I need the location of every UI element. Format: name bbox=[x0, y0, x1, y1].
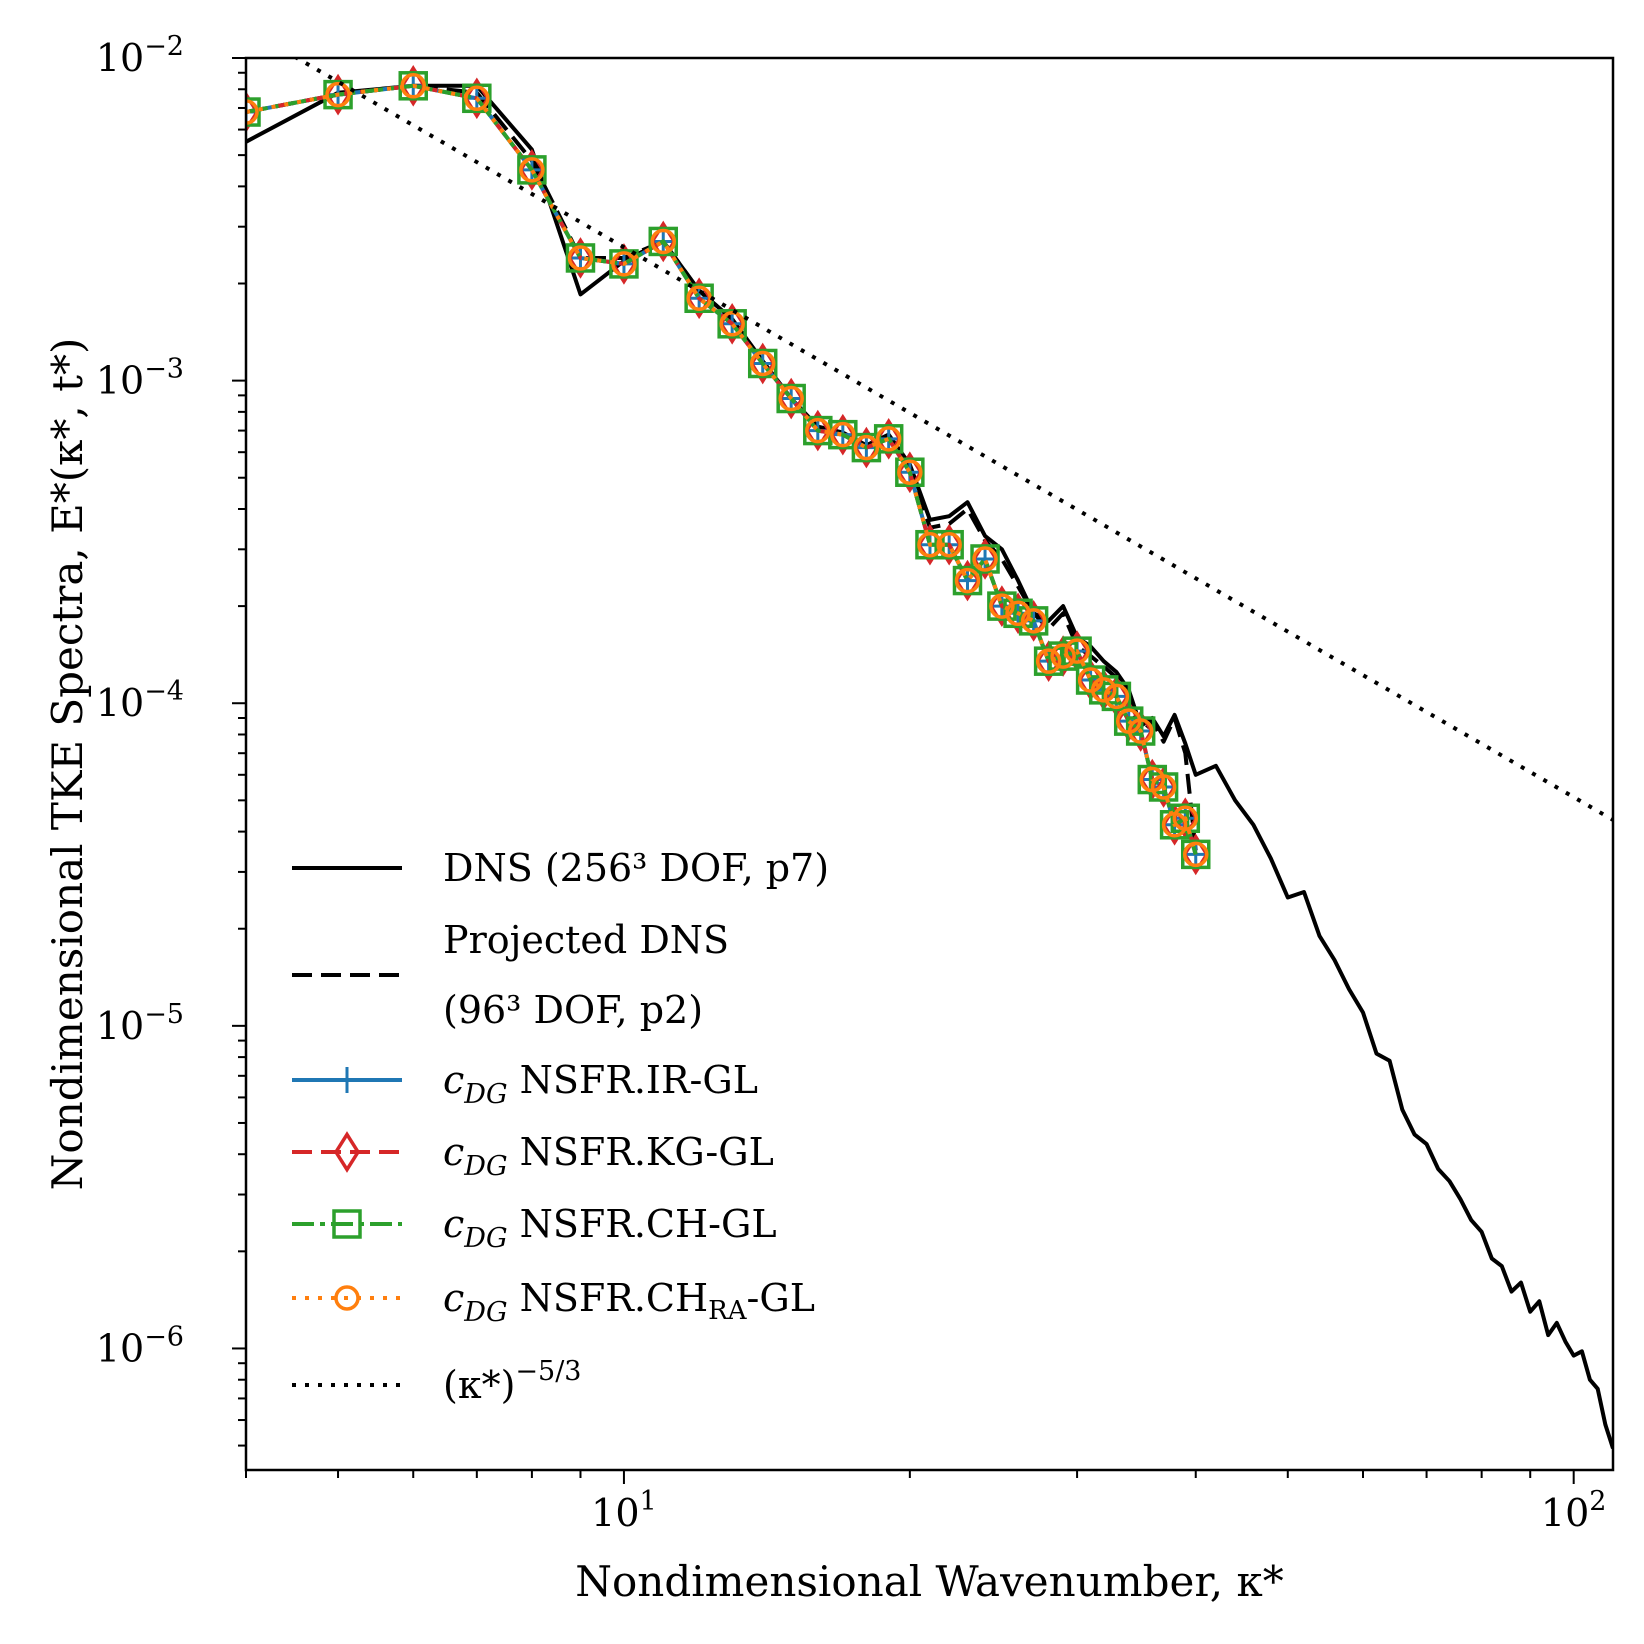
data-point bbox=[1150, 774, 1177, 800]
legend-marker bbox=[334, 1285, 360, 1311]
legend-label: (96³ DOF, p2) bbox=[443, 988, 703, 1032]
data-point bbox=[462, 83, 492, 114]
data-point bbox=[717, 309, 747, 339]
data-point bbox=[1020, 608, 1047, 634]
legend-label: cDG NSFR.CHRA-GL bbox=[443, 1276, 815, 1328]
data-point bbox=[853, 434, 880, 461]
x-tick-label: 102 bbox=[1541, 1486, 1607, 1535]
series-line bbox=[246, 83, 1198, 855]
x-axis-title: Nondimensional Wavenumber, κ* bbox=[575, 1557, 1284, 1606]
data-point bbox=[897, 459, 923, 485]
data-point bbox=[1062, 636, 1092, 666]
legend-label: cDG NSFR.KG-GL bbox=[443, 1130, 774, 1182]
data-point bbox=[1182, 841, 1209, 868]
data-point bbox=[1003, 598, 1033, 629]
data-point bbox=[519, 157, 545, 183]
data-point bbox=[246, 99, 259, 125]
y-tick-label: 10−2 bbox=[96, 31, 184, 80]
data-point bbox=[954, 567, 981, 594]
data-point bbox=[1035, 648, 1062, 674]
axes-border bbox=[244, 56, 1615, 1472]
data-point bbox=[1172, 805, 1199, 832]
data-point bbox=[517, 155, 547, 185]
y-tick-label: 10−3 bbox=[96, 354, 184, 403]
y-axis-title: Nondimensional TKE Spectra, E*(κ*, t*) bbox=[43, 338, 92, 1191]
data-point bbox=[989, 593, 1015, 619]
legend-entry-dns-256-dof-p7: DNS (256³ DOF, p7) bbox=[292, 846, 829, 890]
legend-label: Projected DNS bbox=[443, 918, 729, 962]
legend-entry-cdg-nsfr-ir-gl: cDG NSFR.IR-GL bbox=[292, 1058, 758, 1110]
legend-marker bbox=[334, 1067, 360, 1093]
data-point bbox=[987, 591, 1017, 621]
data-point bbox=[972, 546, 998, 572]
data-point bbox=[611, 251, 637, 277]
data-point bbox=[747, 348, 778, 379]
series-cdg-nsfr-chra-gl bbox=[246, 73, 1209, 868]
data-point bbox=[400, 73, 426, 99]
data-point bbox=[650, 228, 677, 255]
data-point bbox=[936, 531, 962, 558]
legend-entry-projected-dns-96-dof-p2: Projected DNS (96³ DOF, p2) bbox=[292, 918, 729, 1032]
data-point bbox=[972, 545, 999, 572]
legend-marker bbox=[333, 1131, 361, 1173]
legend-entry-cdg-nsfr-chra-gl: cDG NSFR.CHRA-GL bbox=[292, 1276, 815, 1328]
legend-label: DNS (256³ DOF, p7) bbox=[443, 846, 829, 890]
data-point bbox=[686, 285, 712, 312]
legend-entry-cdg-nsfr-ch-gl: cDG NSFR.CH-GL bbox=[292, 1202, 777, 1254]
data-point bbox=[954, 567, 981, 594]
legend-label: (κ*)−5/3 bbox=[443, 1356, 581, 1407]
data-point bbox=[325, 81, 351, 108]
data-point bbox=[1090, 677, 1117, 703]
legend-entry-5-3: (κ*)−5/3 bbox=[292, 1356, 581, 1407]
data-point bbox=[648, 226, 679, 257]
y-tick-label: 10−5 bbox=[96, 999, 184, 1048]
data-point bbox=[567, 245, 594, 271]
data-point bbox=[776, 383, 806, 414]
data-point bbox=[749, 350, 776, 377]
data-point bbox=[934, 529, 964, 560]
data-point bbox=[719, 311, 745, 337]
data-point bbox=[851, 432, 882, 463]
data-point bbox=[1103, 683, 1130, 710]
data-point bbox=[805, 417, 831, 444]
data-point bbox=[970, 544, 1000, 574]
x-axis-ticks: 101 102 bbox=[245, 1470, 1607, 1535]
data-point bbox=[917, 531, 943, 558]
data-point bbox=[246, 97, 261, 127]
y-axis-ticks: 10−2 10−3 10−4 10−5 10−6 bbox=[96, 31, 246, 1447]
data-point bbox=[830, 421, 856, 448]
y-tick-label: 10−4 bbox=[96, 676, 184, 725]
data-point bbox=[565, 243, 596, 273]
data-point bbox=[1180, 839, 1211, 870]
axes-frame bbox=[244, 56, 1615, 1472]
data-point bbox=[875, 426, 902, 452]
legend-label: cDG NSFR.CH-GL bbox=[443, 1202, 777, 1254]
data-point bbox=[464, 85, 490, 112]
x-tick-label: 101 bbox=[591, 1486, 657, 1535]
data-point bbox=[1018, 606, 1049, 636]
legend: DNS (256³ DOF, p7) Projected DNS (96³ DOF,… bbox=[292, 846, 829, 1407]
series-group bbox=[246, 58, 1613, 1450]
y-tick-label: 10−6 bbox=[96, 1321, 184, 1370]
legend-marker bbox=[332, 1209, 362, 1239]
data-point bbox=[778, 385, 804, 412]
data-point bbox=[1127, 718, 1154, 744]
plot-area bbox=[246, 58, 1613, 1450]
data-point bbox=[1064, 638, 1090, 664]
data-point bbox=[1005, 600, 1031, 627]
legend-label: cDG NSFR.IR-GL bbox=[443, 1058, 758, 1110]
data-point bbox=[895, 457, 925, 487]
data-point bbox=[952, 565, 983, 596]
data-point bbox=[1050, 643, 1076, 669]
legend-entry-cdg-nsfr-kg-gl: cDG NSFR.KG-GL bbox=[292, 1130, 774, 1182]
data-point bbox=[873, 424, 904, 454]
